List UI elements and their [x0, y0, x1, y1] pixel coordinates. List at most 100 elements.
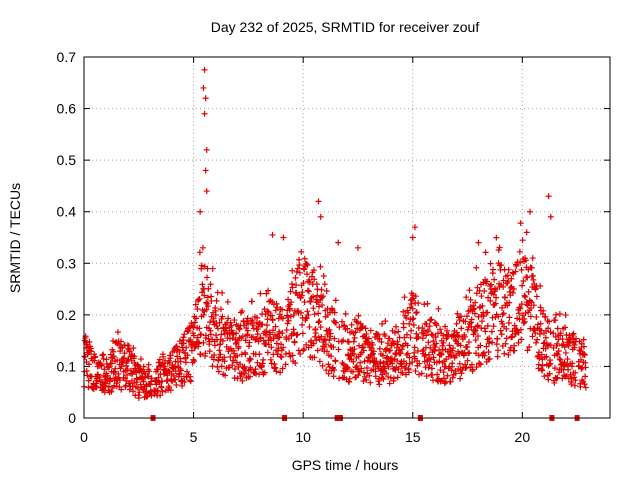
data-point — [529, 284, 536, 291]
data-point — [246, 339, 253, 346]
data-point — [223, 327, 230, 334]
data-point — [265, 287, 272, 294]
data-point — [415, 333, 422, 340]
data-point — [510, 285, 517, 292]
data-point — [130, 345, 137, 352]
data-point — [300, 347, 307, 354]
data-point — [331, 309, 338, 316]
data-point — [301, 266, 308, 273]
data-point — [559, 375, 566, 382]
data-point — [230, 357, 237, 364]
data-point — [494, 347, 501, 354]
data-point — [121, 350, 128, 357]
data-point — [484, 322, 491, 329]
data-point — [344, 364, 351, 371]
data-point — [108, 388, 115, 395]
y-tick-label: 0.6 — [57, 101, 77, 117]
data-point — [554, 351, 561, 358]
data-point — [502, 340, 509, 347]
data-point — [209, 265, 216, 272]
data-point — [336, 375, 343, 382]
data-point — [298, 248, 305, 255]
data-point — [317, 263, 324, 270]
data-point — [492, 300, 499, 307]
data-point — [268, 344, 275, 351]
data-point — [305, 288, 312, 295]
data-point — [569, 360, 576, 367]
data-point — [521, 318, 528, 325]
data-point — [494, 353, 501, 360]
data-point — [284, 312, 291, 319]
data-point — [507, 344, 514, 351]
data-point — [483, 343, 490, 350]
data-point — [351, 351, 358, 358]
data-point — [368, 345, 375, 352]
data-point — [449, 360, 456, 367]
data-point — [173, 381, 180, 388]
data-point — [386, 335, 393, 342]
data-point — [344, 325, 351, 332]
data-point — [108, 360, 115, 367]
data-point — [425, 327, 432, 334]
data-point — [285, 317, 292, 324]
data-point — [421, 353, 428, 360]
data-point — [474, 284, 481, 291]
data-point — [478, 293, 485, 300]
data-point — [482, 249, 489, 256]
data-point — [371, 334, 378, 341]
data-point — [413, 309, 420, 316]
data-point — [211, 342, 218, 349]
data-point — [313, 281, 320, 288]
data-point — [293, 332, 300, 339]
data-point — [407, 334, 414, 341]
data-point — [402, 371, 409, 378]
data-point — [189, 322, 196, 329]
data-point — [360, 347, 367, 354]
data-point — [318, 286, 325, 293]
data-point — [328, 353, 335, 360]
data-point — [177, 358, 184, 365]
data-point — [315, 198, 322, 205]
data-point — [535, 361, 542, 368]
data-point — [133, 369, 140, 376]
data-point — [305, 311, 312, 318]
data-point — [320, 293, 327, 300]
data-point — [545, 376, 552, 383]
data-point — [236, 326, 243, 333]
data-point — [505, 351, 512, 358]
data-point — [235, 343, 242, 350]
data-point — [555, 348, 562, 355]
data-point — [493, 234, 500, 241]
data-point — [289, 284, 296, 291]
data-point — [156, 356, 163, 363]
data-point — [541, 373, 548, 380]
data-point — [493, 294, 500, 301]
data-point — [409, 234, 416, 241]
data-point — [453, 352, 460, 359]
data-point — [316, 303, 323, 310]
data-point — [202, 167, 209, 174]
data-point — [474, 322, 481, 329]
data-point — [148, 392, 155, 399]
data-point — [409, 305, 416, 312]
data-point — [136, 389, 143, 396]
data-point — [522, 257, 529, 264]
data-point — [526, 343, 533, 350]
data-point — [250, 333, 257, 340]
data-point — [234, 375, 241, 382]
data-point — [307, 298, 314, 305]
data-point — [267, 356, 274, 363]
data-point — [211, 352, 218, 359]
data-point — [381, 365, 388, 372]
data-point — [99, 352, 106, 359]
data-point — [471, 328, 478, 335]
data-point — [440, 339, 447, 346]
data-point — [191, 358, 198, 365]
data-point — [376, 345, 383, 352]
data-point — [201, 292, 208, 299]
data-point — [411, 344, 418, 351]
data-point — [290, 311, 297, 318]
data-point — [257, 334, 264, 341]
data-point — [390, 375, 397, 382]
data-point — [379, 320, 386, 327]
